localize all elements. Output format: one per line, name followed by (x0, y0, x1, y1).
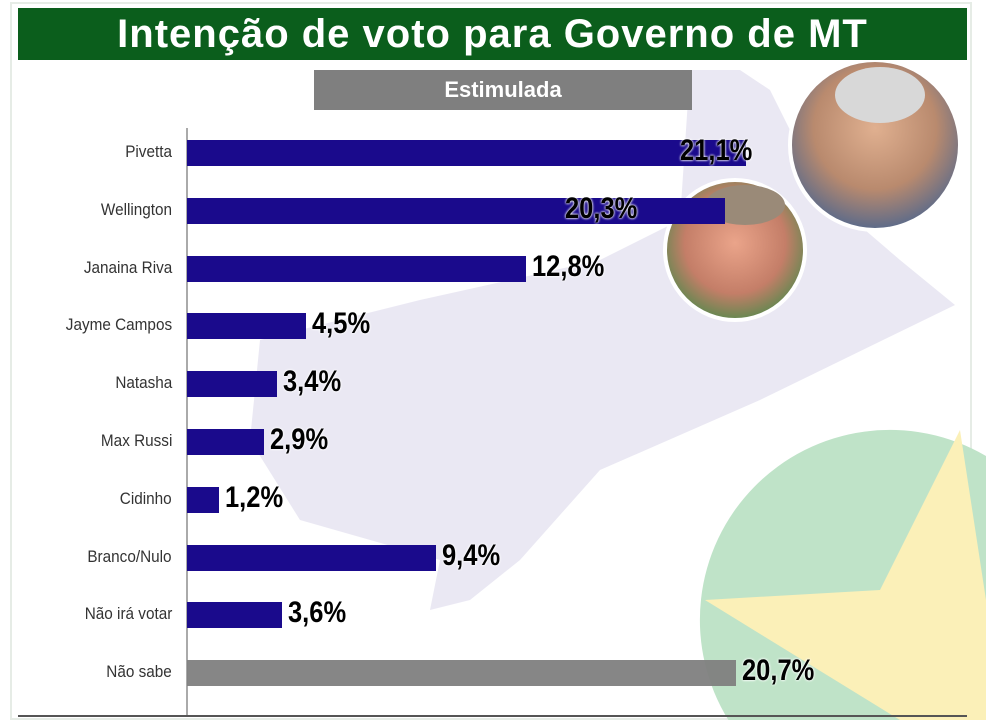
data-label: 12,8% (532, 249, 605, 283)
category-label: Jayme Campos (65, 315, 172, 335)
category-label: Não irá votar (84, 604, 172, 624)
bar-0 (187, 140, 747, 166)
data-label: 20,7% (741, 654, 814, 688)
bar-2 (187, 255, 527, 282)
category-label: Branco/Nulo (87, 546, 172, 566)
data-label: 4,5% (312, 307, 371, 341)
bar-3 (187, 313, 307, 340)
data-label: 9,4% (442, 538, 501, 572)
data-label: 20,3% (565, 191, 638, 225)
pivetta-hair (835, 67, 925, 123)
data-label: 21,1% (680, 134, 753, 167)
category-label: Janaina Riva (83, 257, 172, 277)
bar-6 (187, 486, 219, 513)
data-label: 3,6% (288, 596, 347, 630)
bar-1 (187, 197, 725, 224)
category-label: Pivetta (125, 142, 172, 161)
category-label: Cidinho (120, 488, 172, 508)
flag-star (705, 430, 986, 720)
chart-subtitle: Estimulada (314, 70, 692, 110)
bar-7 (187, 544, 437, 571)
category-label: Não sabe (106, 662, 172, 682)
category-label: Max Russi (100, 431, 172, 450)
data-label: 1,2% (224, 480, 283, 514)
category-label: Natasha (115, 373, 172, 393)
data-label: 3,4% (283, 365, 342, 399)
category-label: Wellington (100, 199, 172, 219)
bar-8 (187, 602, 283, 629)
chart-title: Intenção de voto para Governo de MT (18, 8, 967, 60)
bar-9 (187, 660, 736, 687)
data-label: 2,9% (269, 423, 328, 456)
wellington-hair (705, 185, 785, 225)
bar-4 (187, 371, 278, 398)
bar-5 (187, 429, 264, 455)
